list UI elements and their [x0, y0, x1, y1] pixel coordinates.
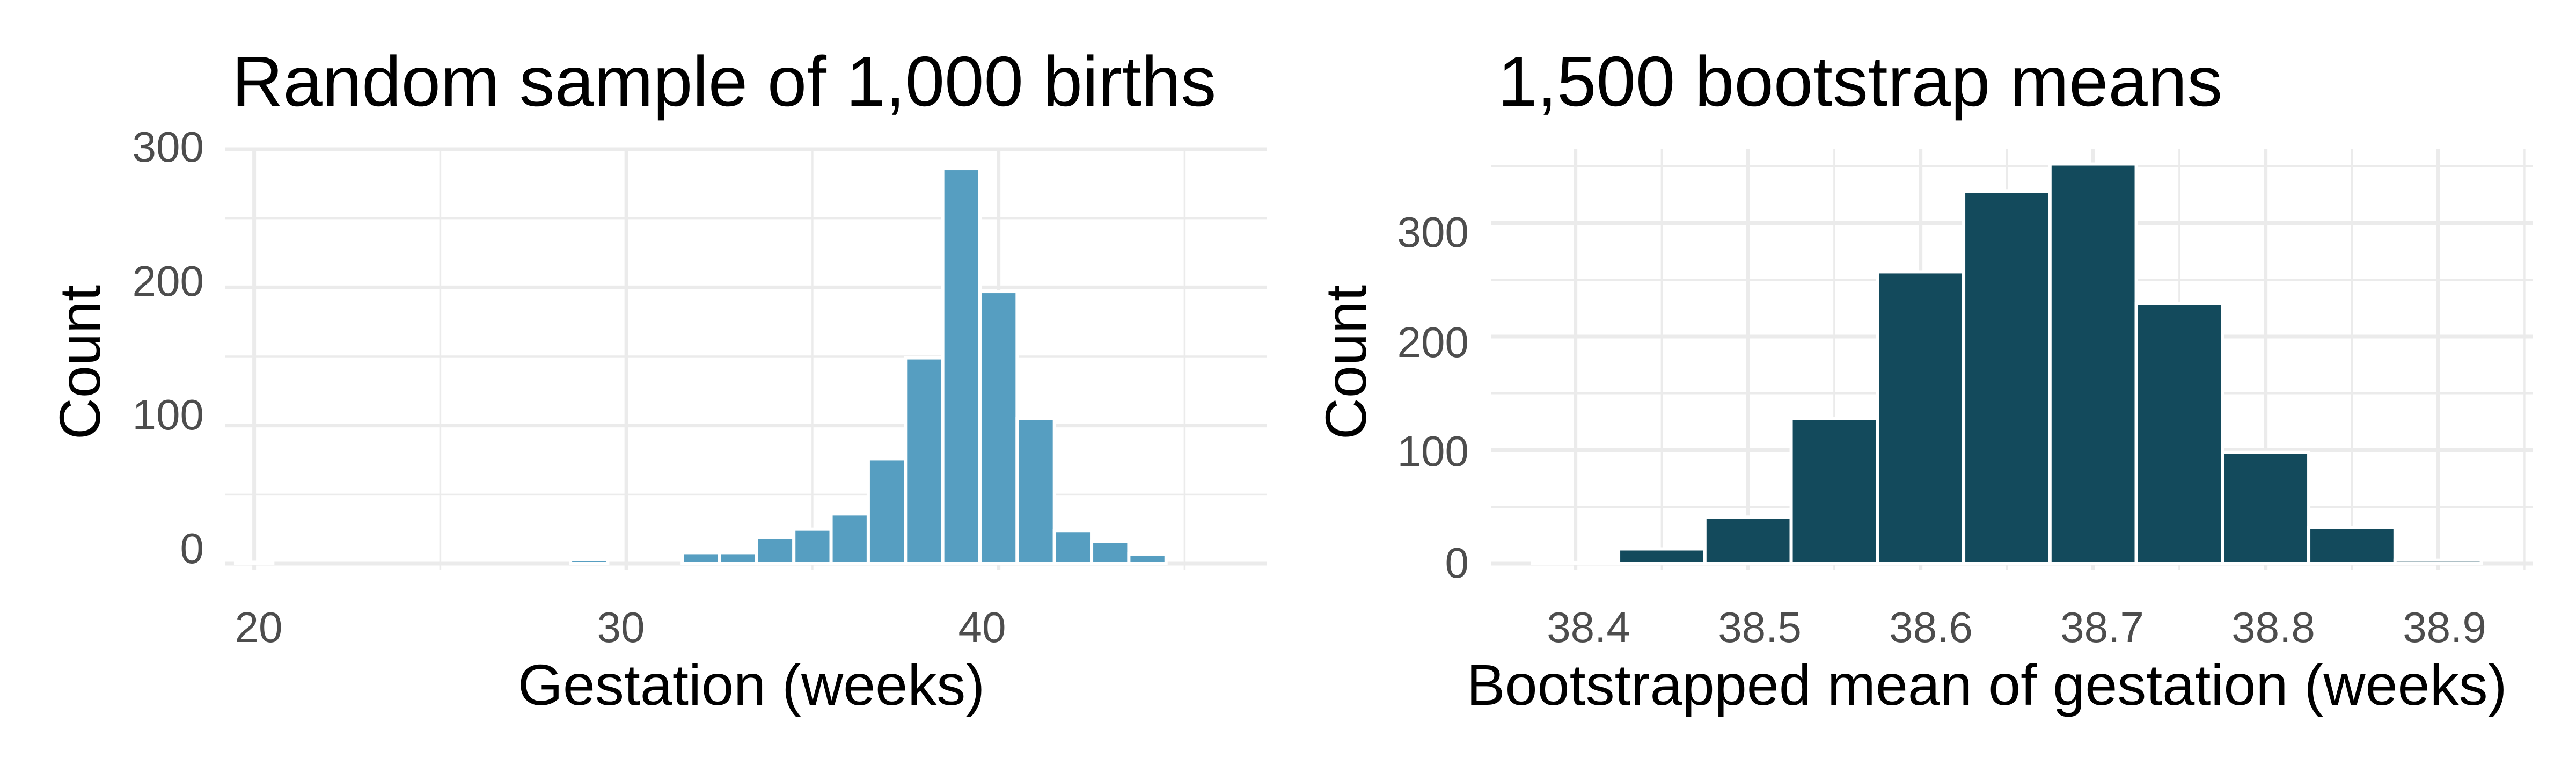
- right-x-tick-38-6: 38.6: [1889, 603, 1973, 651]
- left-chart-title: Random sample of 1,000 births: [232, 42, 1216, 121]
- right-y-tick-200: 200: [1397, 318, 1469, 366]
- right-x-tick-38-5: 38.5: [1718, 603, 1802, 651]
- left-x-tick-20: 20: [235, 603, 283, 651]
- panel-bootstrap: 1,500 bootstrap means 0 100 200 300 38.4…: [1313, 42, 2533, 717]
- left-y-tick-100: 100: [133, 391, 204, 439]
- right-x-tick-38-4: 38.4: [1547, 603, 1630, 651]
- left-histogram-bar: [1015, 417, 1056, 565]
- right-x-axis-label: Bootstrapped mean of gestation (weeks): [1466, 652, 2507, 717]
- right-y-tick-100: 100: [1397, 427, 1469, 475]
- left-histogram-bar: [1052, 529, 1094, 565]
- left-histogram-bar: [569, 558, 610, 566]
- right-histogram-bar: [2307, 526, 2397, 565]
- right-histogram-bar: [1789, 417, 1879, 565]
- left-histogram-bar: [829, 512, 870, 565]
- right-x-tick-38-9: 38.9: [2403, 603, 2486, 651]
- left-x-tick-labels: 20 30 40: [235, 603, 1006, 651]
- left-y-tick-labels: 0 100 200 300: [133, 123, 204, 572]
- right-x-tick-38-8: 38.8: [2231, 603, 2315, 651]
- left-histogram-bar: [680, 551, 721, 565]
- left-histogram-bar: [718, 551, 758, 565]
- right-x-tick-labels: 38.4 38.5 38.6 38.7 38.8 38.9: [1547, 603, 2486, 651]
- right-y-tick-0: 0: [1445, 539, 1469, 587]
- left-histogram-bar: [755, 536, 796, 566]
- left-x-tick-40: 40: [958, 603, 1006, 651]
- right-histogram-bar: [2134, 302, 2224, 565]
- right-histogram-bar: [1531, 560, 1621, 565]
- left-histogram-bar: [792, 527, 833, 566]
- left-bars: [233, 167, 1168, 566]
- left-x-tick-30: 30: [597, 603, 645, 651]
- right-x-tick-38-7: 38.7: [2060, 603, 2144, 651]
- left-histogram-bar: [904, 356, 945, 565]
- left-y-axis-label: Count: [47, 285, 112, 440]
- right-histogram-bar: [2048, 162, 2138, 565]
- right-y-tick-300: 300: [1397, 208, 1469, 256]
- left-histogram-bar: [978, 290, 1019, 565]
- right-bars: [1531, 162, 2483, 566]
- left-histogram-bar: [866, 457, 908, 566]
- left-histogram-bar: [1090, 539, 1131, 565]
- right-y-tick-labels: 0 100 200 300: [1397, 208, 1469, 587]
- right-histogram-bar: [1617, 547, 1707, 565]
- left-y-tick-300: 300: [133, 123, 204, 171]
- left-gridlines: [225, 147, 1267, 570]
- right-histogram-bar: [2221, 450, 2311, 565]
- left-y-tick-0: 0: [180, 524, 204, 572]
- left-histogram-bar: [1127, 552, 1168, 566]
- left-histogram-bar: [233, 560, 275, 565]
- right-histogram-bar: [1962, 189, 2052, 566]
- left-x-axis-label: Gestation (weeks): [518, 652, 985, 717]
- left-y-tick-200: 200: [133, 257, 204, 305]
- panel-births: Random sample of 1,000 births 0 100 200 …: [47, 42, 1267, 717]
- right-chart-title: 1,500 bootstrap means: [1498, 42, 2222, 121]
- right-histogram-bar: [2393, 558, 2483, 565]
- left-histogram-bar: [941, 167, 982, 565]
- right-histogram-bar: [1703, 515, 1793, 565]
- right-y-axis-label: Count: [1313, 285, 1378, 440]
- right-histogram-bar: [1876, 270, 1966, 566]
